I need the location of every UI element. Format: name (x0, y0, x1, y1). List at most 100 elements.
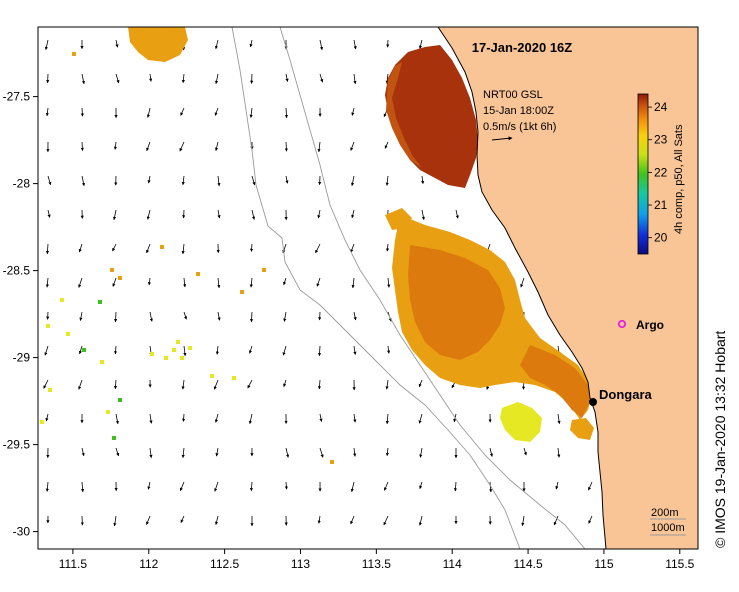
current-vector-arrow (78, 379, 83, 390)
argo-label: Argo (636, 318, 664, 332)
y-tick-label: -27.5 (3, 90, 31, 104)
current-vector-arrow (146, 141, 151, 152)
current-vector-arrow (181, 447, 185, 459)
current-vector-arrow (181, 243, 185, 255)
sst-pixel (82, 348, 86, 352)
current-vector-arrow (147, 277, 152, 286)
current-vector-arrow (317, 515, 321, 524)
sst-patch-south-coast (520, 345, 590, 418)
current-vector-arrow (149, 73, 153, 82)
y-tick-label: -28 (13, 177, 31, 191)
current-vector-arrow (181, 175, 185, 186)
x-tick-label: 111.5 (59, 557, 88, 571)
current-vector-arrow (214, 107, 219, 116)
current-vector-arrow (248, 345, 253, 354)
argo-float: Argo (617, 318, 664, 332)
current-vector-arrow (384, 481, 389, 491)
vector-legend-line2: 15-Jan 18:00Z (483, 105, 554, 117)
y-axis: -27.5 -28 -28.5 -29 -29.5 -30 (3, 90, 38, 539)
current-vector-arrow (350, 175, 355, 187)
map-title: 17-Jan-2020 16Z (472, 40, 573, 55)
current-vector-arrow (214, 73, 219, 85)
current-vector-arrow (557, 413, 561, 425)
current-vector-arrow (112, 277, 117, 287)
current-vector-arrow (179, 481, 185, 492)
dongara-marker (589, 398, 597, 406)
current-vector-arrow (217, 175, 221, 187)
sst-pixel (106, 410, 110, 414)
current-vector-arrow (115, 447, 120, 457)
current-vector-arrow (553, 515, 559, 526)
sst-patch-north-edge (386, 62, 422, 168)
current-vector-arrow (149, 311, 153, 322)
sst-pixel (110, 268, 114, 272)
current-vector-arrow (284, 481, 288, 490)
current-vector-arrow (285, 73, 289, 82)
current-vector-arrow (418, 379, 423, 388)
current-vector-arrow (80, 141, 84, 151)
current-vector-arrow (115, 39, 119, 48)
current-vector-arrow (251, 209, 256, 220)
current-vector-arrow (418, 39, 423, 49)
current-vector-arrow (214, 39, 219, 50)
current-vector-arrow (387, 277, 391, 288)
x-tick-label: 115 (594, 557, 613, 571)
current-vector-arrow (383, 515, 389, 526)
sst-patch-southeast (570, 418, 594, 440)
y-tick-label: -28.5 (3, 264, 31, 278)
current-vector-arrow (419, 447, 423, 458)
current-vector-arrow (183, 277, 187, 288)
x-axis: 111.5 112 112.5 113 113.5 114 114.5 115 115.5 (59, 549, 695, 571)
current-vector-arrow (217, 311, 221, 321)
current-vector-arrow (421, 209, 425, 221)
current-vector-arrow (45, 413, 49, 422)
current-vector-arrow (213, 379, 219, 390)
sst-pixel (160, 245, 164, 249)
current-vector-arrow (248, 413, 253, 425)
current-vector-arrow (588, 481, 593, 491)
current-vector-legend: NRT00 GSL 15-Jan 18:00Z 0.5m/s (1kt 6h) (483, 89, 556, 141)
current-vector-arrow (319, 447, 324, 458)
current-vector-arrow (146, 107, 151, 118)
colorbar-tick-label: 23 (654, 133, 668, 147)
current-vector-arrow (350, 515, 355, 525)
current-vector-arrow (384, 141, 389, 149)
current-vector-arrow (283, 311, 287, 322)
current-vector-arrow (81, 175, 86, 187)
current-vector-arrow (47, 209, 51, 218)
sst-pixel (210, 374, 214, 378)
sst-patch-top-left (128, 27, 188, 62)
x-tick-label: 113.5 (362, 557, 391, 571)
current-vector-arrow (45, 107, 49, 117)
current-vector-arrow (385, 447, 390, 457)
sst-pixel (66, 332, 70, 336)
y-tick-label: -29 (13, 351, 31, 365)
colorbar-tick-label: 24 (654, 100, 668, 114)
current-vector-arrow (353, 39, 357, 50)
current-vector-arrow (453, 481, 458, 492)
colorbar: 24 23 22 21 20 4h comp, p50, All Sats (637, 93, 685, 255)
current-vector-arrow (385, 73, 389, 84)
current-vector-arrow (316, 277, 321, 287)
current-vector-arrow (350, 481, 355, 493)
vector-legend-line3: 0.5m/s (1kt 6h) (483, 121, 556, 133)
current-vector-arrow (353, 345, 357, 355)
current-vector-arrow (113, 515, 117, 527)
current-vector-arrow (353, 73, 357, 85)
sst-patches (128, 27, 594, 442)
x-tick-label: 112.5 (210, 557, 239, 571)
current-vector-arrow (282, 345, 287, 356)
current-vector-arrow (181, 379, 185, 390)
sst-pixel (150, 352, 154, 356)
sst-pixel (118, 276, 122, 280)
current-vector-arrow (283, 379, 287, 388)
current-vector-arrow (351, 209, 355, 219)
current-vector-arrow (78, 243, 83, 253)
sst-pixel (60, 298, 64, 302)
current-vector-arrow (215, 447, 219, 457)
plot-frame (37, 26, 699, 550)
current-vector-arrow (317, 379, 322, 390)
current-vector-arrow (418, 515, 423, 526)
sst-pixel (330, 460, 334, 464)
current-vector-arrow (520, 277, 525, 288)
